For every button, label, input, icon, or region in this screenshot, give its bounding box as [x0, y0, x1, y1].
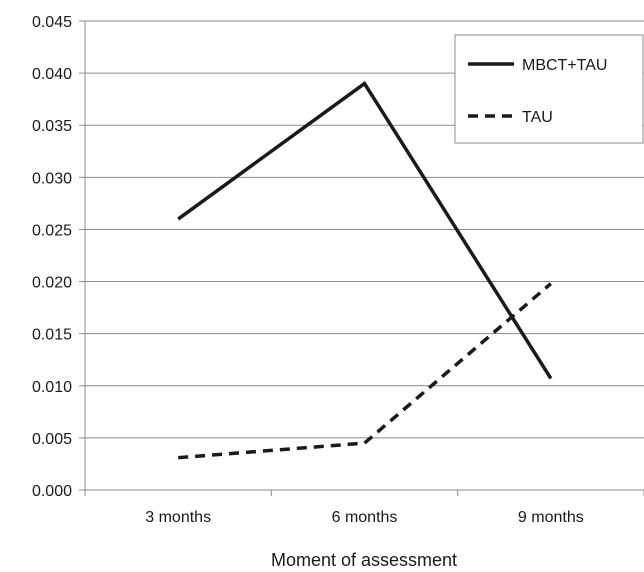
series-lines	[177, 81, 553, 460]
x-tick-label: 9 months	[518, 509, 584, 526]
x-tick-label: 6 months	[332, 509, 398, 526]
series-line-mbct-tau	[177, 81, 553, 380]
x-tick-labels: 3 months 6 months 9 months	[145, 509, 583, 526]
y-tick-labels: 0.000 0.005 0.010 0.015 0.020 0.025 0.030 0.035…	[32, 14, 72, 500]
gridlines	[85, 20, 644, 439]
y-tick-label: 0.030	[32, 170, 72, 187]
y-tick-label: 0.015	[32, 327, 72, 344]
y-tick-label: 0.025	[32, 222, 72, 239]
x-axis-title: Moment of assessment	[271, 550, 457, 570]
y-tick-label: 0.040	[32, 66, 72, 83]
axes	[79, 20, 644, 496]
y-tick-label: 0.010	[32, 379, 72, 396]
legend-items: MBCT+TAU TAU	[468, 57, 607, 126]
legend-box	[454, 34, 644, 144]
legend-label: MBCT+TAU	[522, 57, 607, 74]
legend: MBCT+TAU TAU	[454, 34, 644, 144]
y-tick-label: 0.005	[32, 431, 72, 448]
x-tick-label: 3 months	[145, 509, 211, 526]
y-tick-label: 0.020	[32, 275, 72, 292]
series-line-tau	[178, 282, 552, 460]
y-tick-label: 0.045	[32, 14, 72, 31]
y-tick-label: 0.000	[32, 483, 72, 500]
legend-label: TAU	[522, 109, 553, 126]
y-tick-label: 0.035	[32, 118, 72, 135]
